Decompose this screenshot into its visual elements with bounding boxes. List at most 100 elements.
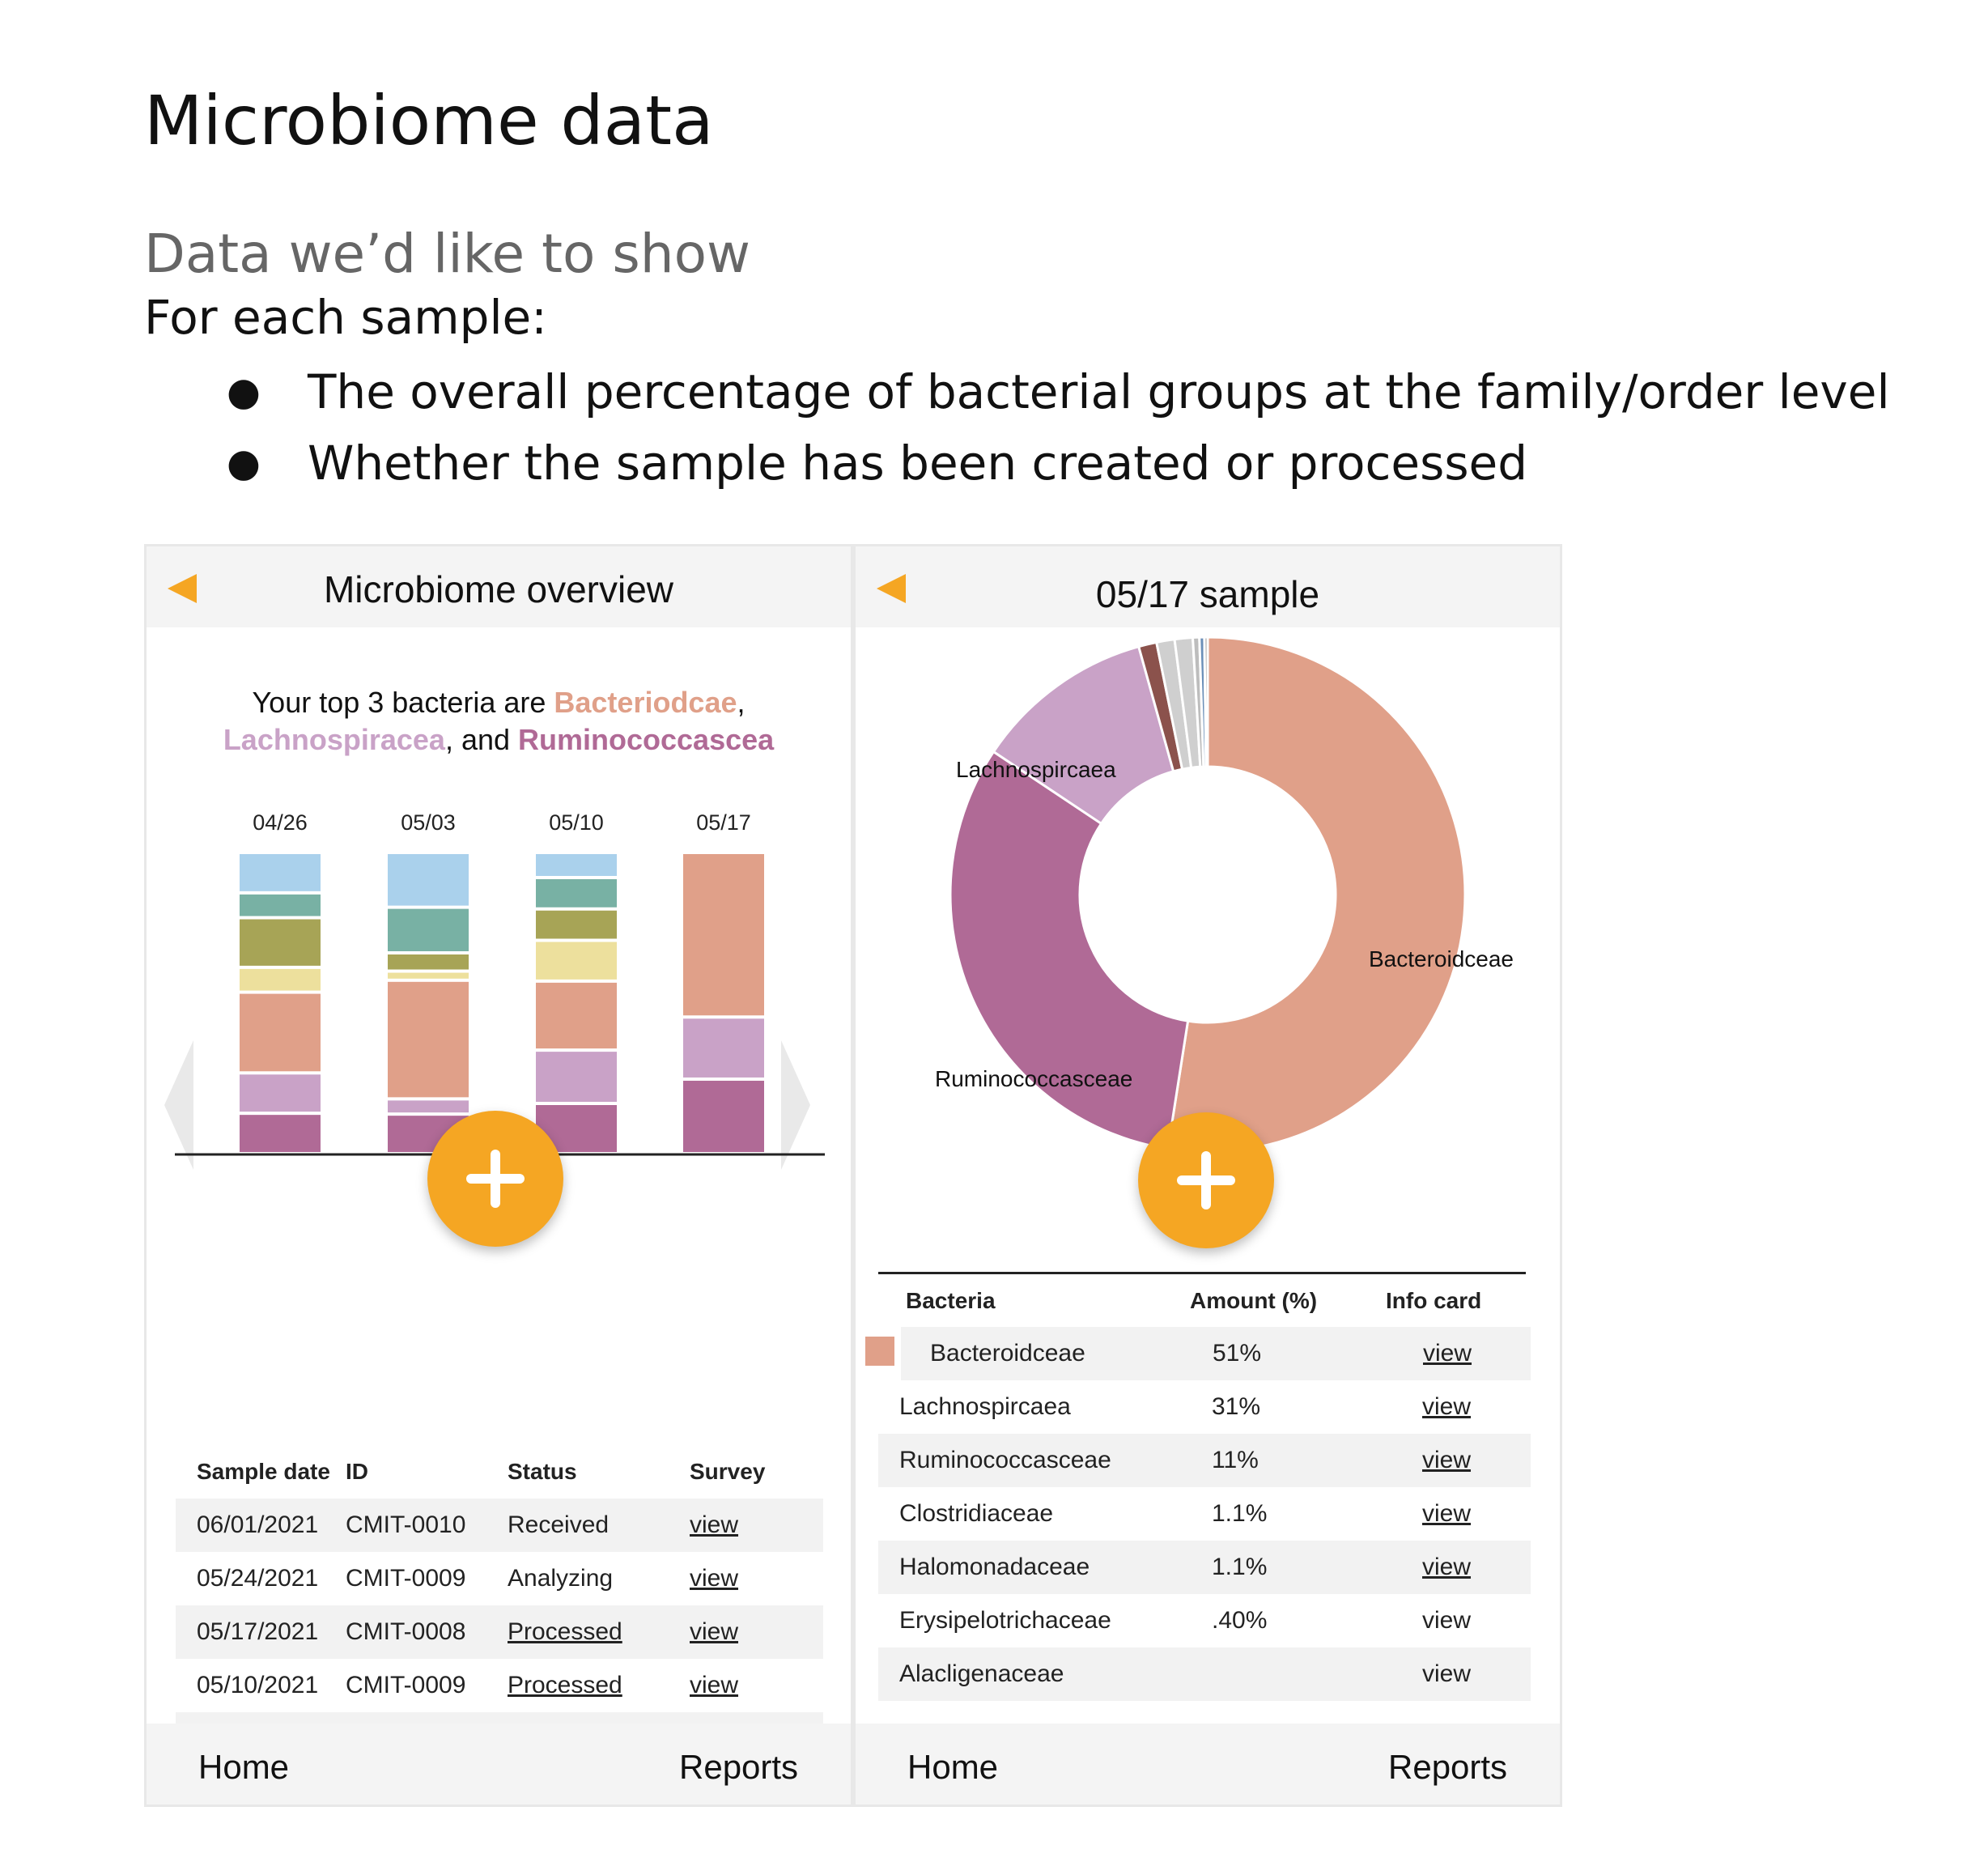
table-row: 06/01/2021 CMIT-0010 Received view: [176, 1499, 823, 1552]
screen-title: Microbiome overview: [323, 568, 673, 610]
microbiome-overview-screen: Microbiome overview Your top 3 bacteria …: [144, 544, 853, 1807]
bar-segment[interactable]: [683, 1080, 764, 1152]
donut-chart: Lachnospircaea Bacteroidceae Ruminococca…: [856, 636, 1560, 1202]
sample-status-link[interactable]: Processed: [508, 1672, 622, 1698]
table-header-row: Sample date ID Status Survey: [176, 1445, 823, 1499]
bar-segment[interactable]: [388, 1100, 469, 1113]
table-row: Alacligenaceae view: [878, 1647, 1531, 1701]
info-card-view-link[interactable]: view: [1422, 1660, 1472, 1687]
column-header: Status: [508, 1459, 577, 1484]
table-header-row: Bacteria Amount (%) Info card: [878, 1275, 1531, 1327]
bacteria-amount: 1.1%: [1212, 1554, 1268, 1580]
slide-title: Microbiome data: [144, 81, 714, 160]
bacteria-amount: 11%: [1212, 1447, 1259, 1473]
donut-slice[interactable]: [1203, 636, 1209, 768]
bacteria-name: Bacteroidceae: [930, 1340, 1085, 1367]
survey-view-link[interactable]: view: [690, 1672, 739, 1698]
top-bacteria-2: Lachnospiracea: [223, 723, 445, 756]
reports-tab[interactable]: Reports: [1388, 1748, 1508, 1786]
screen-header: 05/17 sample: [856, 546, 1560, 627]
sample-status-link[interactable]: Processed: [508, 1618, 622, 1645]
info-card-view-link[interactable]: view: [1423, 1340, 1472, 1367]
sample-date: 06/01/2021: [197, 1511, 319, 1538]
bullet-item: ● Whether the sample has been created or …: [227, 427, 1890, 499]
sample-detail-screen: 05/17 sample Lachnospircaea Bacteroidcea…: [853, 544, 1562, 1807]
donut-label: Bacteroidceae: [1369, 946, 1514, 971]
bar-segment[interactable]: [536, 1052, 617, 1102]
bar-segment[interactable]: [240, 993, 321, 1072]
bar-segment[interactable]: [536, 982, 617, 1049]
add-sample-button[interactable]: [1138, 1112, 1274, 1248]
add-sample-button[interactable]: [427, 1111, 563, 1247]
survey-view-link[interactable]: view: [690, 1565, 739, 1592]
info-card-view-link[interactable]: view: [1422, 1500, 1472, 1527]
bar-date-label: 05/10: [549, 810, 604, 835]
bullet-dot-icon: ●: [227, 369, 261, 414]
column-header: ID: [346, 1459, 368, 1484]
survey-view-link[interactable]: view: [690, 1511, 739, 1538]
bar-segment[interactable]: [683, 854, 764, 1016]
next-chart-arrow[interactable]: [781, 1040, 810, 1170]
bacteria-name: Alacligenaceae: [899, 1660, 1064, 1687]
column-header: Survey: [690, 1459, 766, 1484]
top-bacteria-3: Ruminococcascea: [518, 723, 775, 756]
bacteria-name: Erysipelotrichaceae: [899, 1607, 1111, 1634]
bar-segment[interactable]: [388, 981, 469, 1098]
info-card-view-link[interactable]: view: [1422, 1447, 1472, 1473]
donut-slice[interactable]: [1166, 636, 1467, 1154]
stacked-bar-chart: 04/26 05/03 05/10 05/17: [147, 797, 851, 1162]
slide-subtitle: Data we’d like to show: [144, 223, 750, 285]
bullet-list: ● The overall percentage of bacterial gro…: [227, 356, 1890, 499]
table-row: Lachnospircaea 31% view: [878, 1380, 1531, 1434]
bottom-nav: Home Reports: [147, 1724, 851, 1805]
info-card-view-link[interactable]: view: [1422, 1607, 1472, 1634]
info-card-view-link[interactable]: view: [1422, 1554, 1472, 1580]
donut-label: Ruminococcasceae: [935, 1066, 1133, 1091]
bacteria-table: Bacteria Amount (%) Info card Bacteroidc…: [878, 1275, 1531, 1701]
bar-segment[interactable]: [240, 894, 321, 916]
previous-chart-arrow[interactable]: [164, 1040, 193, 1170]
bar-segment[interactable]: [388, 908, 469, 951]
bar-segment[interactable]: [536, 942, 617, 980]
table-row: 05/24/2021 CMIT-0009 Analyzing view: [176, 1552, 823, 1605]
donut-slice[interactable]: [992, 644, 1175, 826]
table-row: 05/10/2021 CMIT-0009 Processed view: [176, 1659, 823, 1712]
summary-sep: ,: [737, 686, 746, 719]
bar-segment[interactable]: [240, 854, 321, 891]
table-row: Ruminococcasceae 11% view: [878, 1434, 1531, 1487]
bacteria-amount: 31%: [1212, 1393, 1261, 1420]
bacteria-amount: .40%: [1212, 1607, 1268, 1634]
donut-label: Lachnospircaea: [956, 757, 1116, 782]
table-row: Bacteroidceae 51% view: [901, 1327, 1531, 1380]
bar-segment[interactable]: [536, 910, 617, 939]
sample-id: CMIT-0010: [346, 1511, 466, 1538]
home-tab[interactable]: Home: [907, 1748, 999, 1786]
bar-segment[interactable]: [240, 968, 321, 991]
back-arrow-icon[interactable]: [168, 574, 197, 603]
table-row: Clostridiaceae 1.1% view: [878, 1487, 1531, 1541]
bar-segment[interactable]: [536, 854, 617, 876]
back-arrow-icon[interactable]: [877, 574, 906, 603]
top-bacteria-1: Bacteriodcae: [554, 686, 737, 719]
table-divider: [878, 1272, 1526, 1274]
bar-segment[interactable]: [536, 879, 617, 908]
bar-segment[interactable]: [240, 1115, 321, 1152]
donut-slice[interactable]: [949, 750, 1190, 1150]
reports-tab[interactable]: Reports: [679, 1748, 799, 1786]
column-header: Amount (%): [1190, 1288, 1318, 1313]
bar-segment[interactable]: [388, 972, 469, 979]
bar-segment[interactable]: [683, 1018, 764, 1078]
bar-segment[interactable]: [240, 919, 321, 966]
bar-segment[interactable]: [388, 854, 469, 906]
home-tab[interactable]: Home: [198, 1748, 290, 1786]
info-card-view-link[interactable]: view: [1422, 1393, 1472, 1420]
bar-segment[interactable]: [388, 954, 469, 970]
bullet-text: The overall percentage of bacterial grou…: [308, 364, 1890, 419]
bacteria-amount: 51%: [1213, 1340, 1262, 1367]
top-bacteria-summary: Your top 3 bacteria are Bacteriodcae, La…: [147, 684, 851, 759]
bullet-text: Whether the sample has been created or p…: [308, 436, 1528, 491]
bar-date-label: 05/17: [696, 810, 751, 835]
slide-lead: For each sample:: [144, 290, 547, 345]
survey-view-link[interactable]: view: [690, 1618, 739, 1645]
bar-segment[interactable]: [240, 1074, 321, 1112]
